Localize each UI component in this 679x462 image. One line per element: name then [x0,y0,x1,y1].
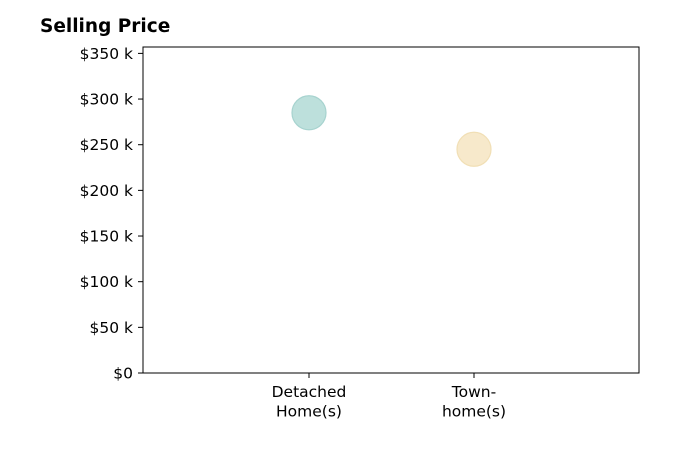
x-tick-label-line: Home(s) [276,403,342,421]
y-tick-label: $250 k [80,136,133,154]
y-tick-label: $200 k [80,182,133,200]
chart-title: Selling Price [40,16,171,37]
x-tick-label-line: Detached [272,383,347,401]
y-tick-label: $100 k [80,273,133,291]
y-axis: $0 $50 k $100 k $150 k $200 k $250 k $300 k $35… [80,45,143,383]
data-point [456,131,492,167]
x-tick-label-line: home(s) [442,403,506,421]
plot-frame [142,46,640,374]
data-point [291,95,327,131]
y-tick-label: $300 k [80,91,133,109]
y-tick-label: $50 k [90,319,134,337]
x-tick-label: Town-home(s) [442,383,506,421]
y-tick-label: $350 k [80,45,133,63]
y-tick-label: $150 k [80,228,133,246]
x-tick-label-line: Town- [451,383,496,401]
x-tick-label: Detached Home(s) [272,383,347,421]
y-tick-label: $0 [113,365,133,383]
x-axis: Detached Home(s) Town-home(s) [272,373,506,421]
data-points [291,95,492,167]
